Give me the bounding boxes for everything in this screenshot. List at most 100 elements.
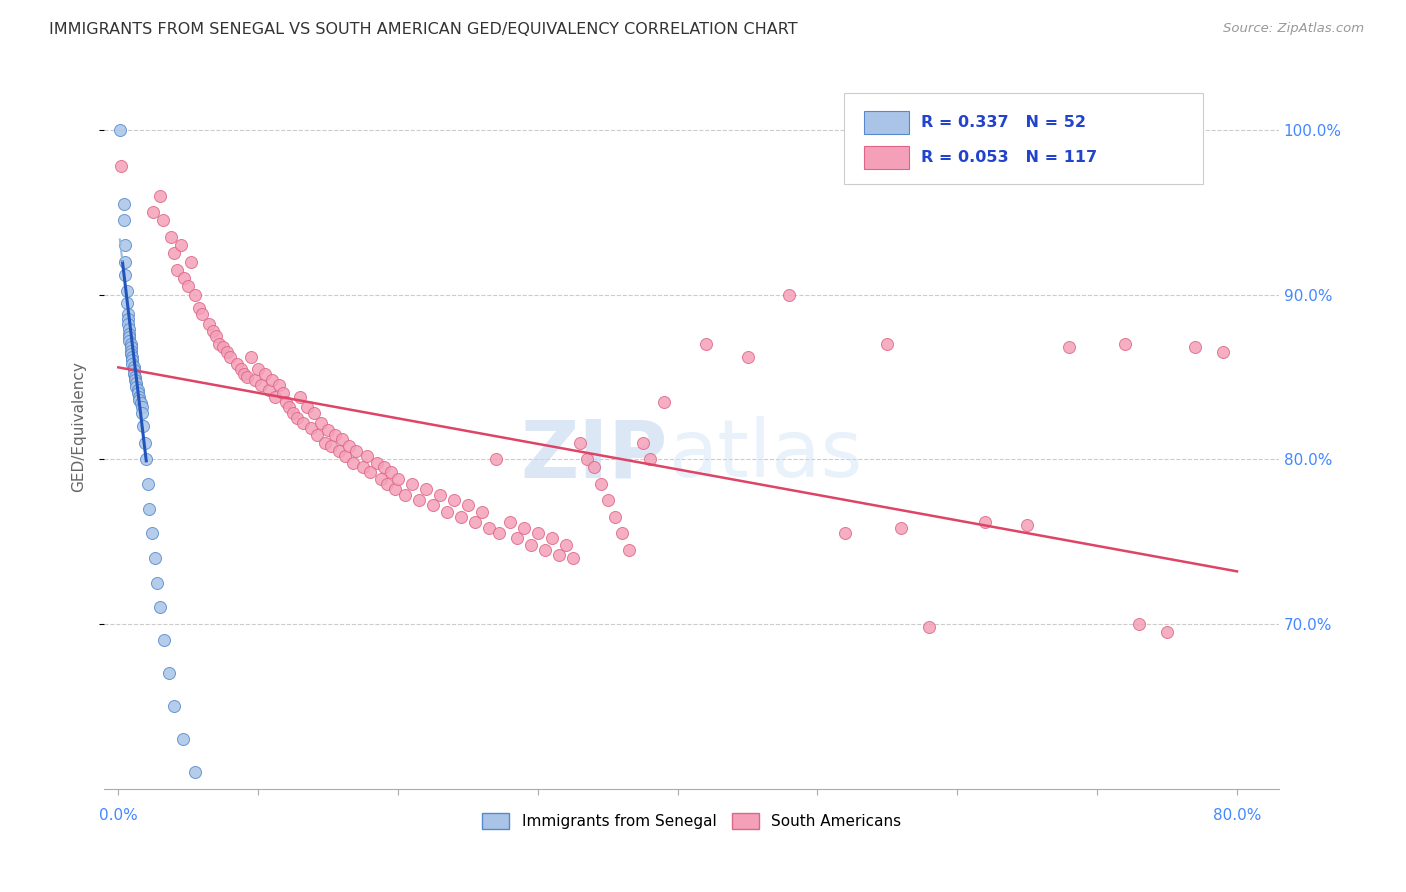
Point xyxy=(120,343,142,358)
Point xyxy=(131,400,153,414)
Point xyxy=(918,620,941,634)
Point xyxy=(342,456,364,470)
Point xyxy=(254,367,277,381)
Point xyxy=(236,370,259,384)
FancyBboxPatch shape xyxy=(865,112,908,135)
Point xyxy=(344,444,367,458)
Point xyxy=(375,477,398,491)
Point xyxy=(499,515,522,529)
Point xyxy=(127,386,149,401)
Point xyxy=(247,361,270,376)
Point xyxy=(281,406,304,420)
Point xyxy=(617,542,640,557)
Point xyxy=(429,488,451,502)
Point xyxy=(149,188,172,202)
Point xyxy=(561,551,583,566)
Point xyxy=(323,427,346,442)
Point xyxy=(554,538,576,552)
Point xyxy=(259,383,281,397)
Point xyxy=(117,317,139,331)
Point xyxy=(122,367,145,381)
Point xyxy=(219,350,242,364)
Point xyxy=(240,350,263,364)
Text: Source: ZipAtlas.com: Source: ZipAtlas.com xyxy=(1223,22,1364,36)
Point xyxy=(359,466,381,480)
Point xyxy=(262,373,284,387)
Point xyxy=(121,353,143,368)
Point xyxy=(471,505,494,519)
Point xyxy=(115,295,138,310)
Text: 80.0%: 80.0% xyxy=(1213,808,1261,823)
Point xyxy=(172,732,194,747)
Point xyxy=(450,509,472,524)
Point xyxy=(547,548,569,562)
Point xyxy=(1017,518,1039,533)
Point xyxy=(114,238,136,252)
Point xyxy=(141,526,163,541)
Point xyxy=(387,472,409,486)
Point xyxy=(118,334,141,348)
Point xyxy=(188,301,211,315)
Point xyxy=(163,246,186,260)
Point xyxy=(205,328,228,343)
Text: R = 0.337   N = 52: R = 0.337 N = 52 xyxy=(921,115,1085,130)
Point xyxy=(1156,625,1178,640)
Point xyxy=(337,439,360,453)
Point xyxy=(152,213,174,227)
Point xyxy=(124,370,146,384)
Y-axis label: GED/Equivalency: GED/Equivalency xyxy=(72,361,86,491)
Point xyxy=(370,472,392,486)
Point xyxy=(212,340,235,354)
Point xyxy=(120,337,142,351)
Point xyxy=(274,394,297,409)
Legend: Immigrants from Senegal, South Americans: Immigrants from Senegal, South Americans xyxy=(475,807,907,835)
Point xyxy=(285,411,308,425)
Point xyxy=(288,390,311,404)
Point xyxy=(526,526,548,541)
Point xyxy=(309,416,332,430)
Point xyxy=(568,435,591,450)
Text: IMMIGRANTS FROM SENEGAL VS SOUTH AMERICAN GED/EQUIVALENCY CORRELATION CHART: IMMIGRANTS FROM SENEGAL VS SOUTH AMERICA… xyxy=(49,22,797,37)
Point xyxy=(464,515,486,529)
Point xyxy=(401,477,423,491)
Point xyxy=(443,493,465,508)
Text: R = 0.053   N = 117: R = 0.053 N = 117 xyxy=(921,150,1097,165)
Point xyxy=(226,357,249,371)
Point xyxy=(132,419,155,434)
Point xyxy=(457,499,479,513)
Point xyxy=(153,633,176,648)
Point xyxy=(269,378,291,392)
Point xyxy=(373,460,395,475)
Point xyxy=(1212,345,1234,359)
Point xyxy=(166,263,188,277)
Point xyxy=(305,427,328,442)
Point xyxy=(118,327,141,342)
Point xyxy=(128,392,150,407)
Point xyxy=(333,449,356,463)
Point xyxy=(120,347,142,361)
Point xyxy=(121,350,143,364)
Point xyxy=(160,230,183,244)
Point xyxy=(122,359,145,374)
Point xyxy=(146,575,169,590)
Point xyxy=(125,380,148,394)
Point xyxy=(478,521,501,535)
Point xyxy=(302,406,325,420)
Point xyxy=(876,337,898,351)
Point xyxy=(112,197,135,211)
Point xyxy=(173,271,195,285)
Point xyxy=(695,337,717,351)
Point xyxy=(295,400,318,414)
Point xyxy=(974,515,997,529)
Point xyxy=(779,287,801,301)
Point xyxy=(366,456,388,470)
Point xyxy=(208,337,231,351)
Point xyxy=(436,505,458,519)
Point xyxy=(408,493,430,508)
FancyBboxPatch shape xyxy=(865,146,908,169)
Point xyxy=(117,312,139,326)
FancyBboxPatch shape xyxy=(845,93,1202,184)
Point xyxy=(488,526,510,541)
Point xyxy=(191,307,214,321)
Point xyxy=(540,531,562,545)
